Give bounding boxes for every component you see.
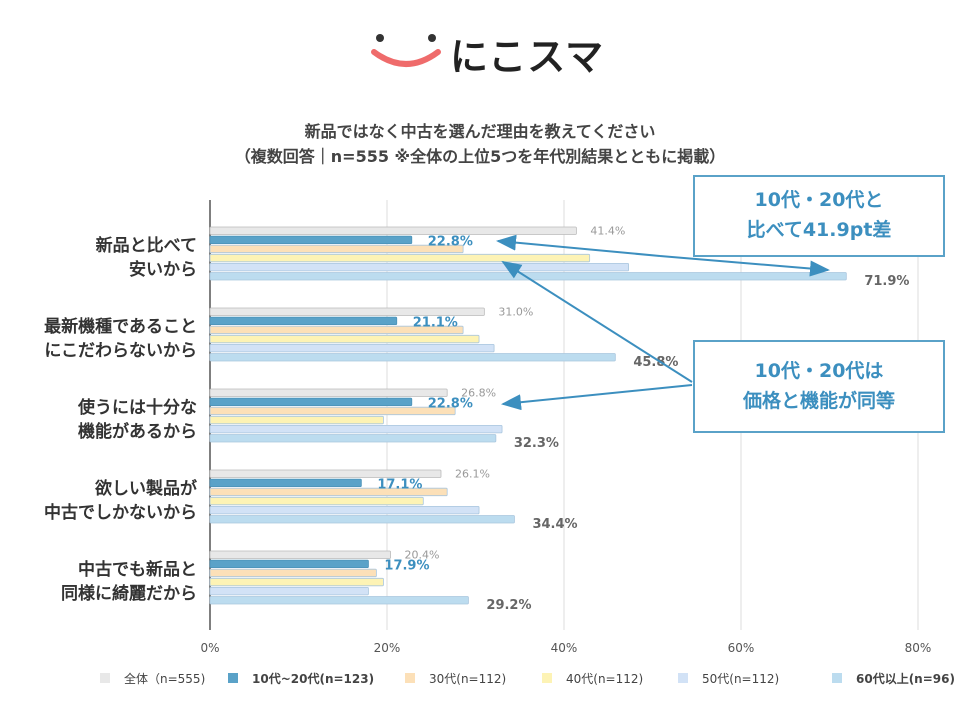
value-label: 22.8%: [428, 235, 473, 250]
value-label: 26.1%: [455, 468, 490, 481]
callout-equal-line1: 10代・20代は: [754, 360, 884, 382]
legend-item: 40代(n=112): [542, 668, 643, 688]
legend-item: 60代以上(n=96): [832, 668, 955, 688]
callout-gap-line1: 10代・20代と: [754, 189, 884, 211]
bar: [209, 596, 469, 605]
bar: [209, 415, 384, 425]
bar: [209, 515, 515, 524]
bar: [209, 235, 413, 245]
bar: [209, 325, 464, 335]
bar: [209, 505, 480, 515]
x-tick-label: 60%: [728, 641, 755, 655]
callout-gap-line2: 比べて41.9pt差: [746, 219, 892, 241]
legend-label: 30代(n=112): [429, 671, 507, 686]
bar: [209, 334, 480, 344]
legend-label: 40代(n=112): [566, 671, 644, 686]
logo-smile: [371, 49, 441, 67]
legend-swatch: [100, 673, 110, 683]
legend-label: 60代以上(n=96): [856, 671, 955, 686]
bar: [209, 343, 495, 353]
bar: [209, 406, 456, 416]
category-label: 安いから: [129, 259, 197, 280]
legend-swatch: [228, 673, 238, 683]
bar: [209, 316, 398, 326]
logo-text: にこスマ: [450, 35, 605, 79]
value-label: 21.1%: [413, 316, 458, 331]
bar: [209, 226, 577, 235]
value-label: 26.8%: [461, 387, 496, 400]
bar: [209, 587, 369, 596]
callout-gap: 10代・20代と 比べて41.9pt差: [693, 175, 945, 257]
value-label: 41.4%: [590, 225, 625, 238]
callout-arrow: [501, 384, 693, 411]
bar: [209, 353, 616, 362]
chart-title: 新品ではなく中古を選んだ理由を教えてください: [304, 122, 656, 141]
callout-arrow: [659, 255, 830, 277]
logo-eye-left: [376, 34, 384, 42]
legend-item: 30代(n=112): [405, 668, 506, 688]
x-tick-label: 80%: [905, 641, 932, 655]
category-label: 同様に綺麗だから: [61, 583, 197, 604]
bar: [209, 388, 448, 397]
x-tick-label: 40%: [551, 641, 578, 655]
bar: [209, 478, 362, 488]
logo-mark: [371, 34, 441, 67]
value-label: 17.1%: [377, 478, 422, 493]
callout-arrow: [501, 260, 693, 383]
bar: [209, 307, 485, 316]
legend-item: 全体（n=555): [100, 668, 205, 688]
legend-swatch: [678, 673, 688, 683]
legend-item: 50代(n=112): [678, 668, 779, 688]
legend-swatch: [542, 673, 552, 683]
value-label: 20.4%: [405, 549, 440, 562]
value-label: 31.0%: [498, 306, 533, 319]
bar: [209, 550, 391, 559]
category-label: 最新機種であること: [44, 316, 197, 337]
bar: [209, 496, 424, 506]
bar: [209, 397, 413, 407]
category-label: 使うには十分な: [77, 397, 197, 418]
legend: 全体（n=555) 10代~20代(n=123) 30代(n=112) 40代(n=1…: [100, 668, 955, 688]
value-label: 29.2%: [486, 598, 531, 613]
bar: [209, 568, 377, 578]
value-label: 71.9%: [864, 274, 909, 289]
callout-arrow: [496, 234, 661, 257]
value-label: 17.9%: [384, 559, 429, 574]
bar: [209, 253, 591, 263]
value-label: 32.3%: [514, 436, 559, 451]
category-label: 新品と比べて: [96, 235, 197, 256]
callout-equal: 10代・20代は 価格と機能が同等: [693, 340, 945, 433]
category-label: 欲しい製品が: [94, 478, 197, 499]
callout-equal-line2: 価格と機能が同等: [742, 390, 895, 412]
legend-item: 10代~20代(n=123): [228, 668, 374, 688]
bar: [209, 434, 497, 443]
legend-label: 全体（n=555): [124, 671, 206, 686]
legend-label: 10代~20代(n=123): [252, 671, 375, 686]
x-tick-label: 0%: [200, 641, 219, 655]
bar: [209, 559, 369, 568]
bar: [209, 577, 384, 587]
value-label: 45.8%: [633, 355, 678, 370]
legend-swatch: [405, 673, 415, 683]
logo-eye-right: [428, 34, 436, 42]
bar: [209, 487, 448, 497]
bar: [209, 272, 847, 281]
bar: [209, 262, 630, 272]
bar: [209, 424, 503, 434]
x-tick-label: 20%: [374, 641, 401, 655]
category-label: 中古でも新品と: [78, 559, 197, 580]
category-label: 中古でしかないから: [44, 502, 197, 523]
value-label: 34.4%: [532, 517, 577, 532]
chart-subtitle: （複数回答｜n=555 ※全体の上位5つを年代別結果とともに掲載）: [234, 147, 726, 166]
category-label: にこだわらないから: [44, 341, 197, 361]
legend-label: 50代(n=112): [702, 671, 780, 686]
value-label: 22.8%: [428, 397, 473, 412]
legend-swatch: [832, 673, 842, 683]
bar: [209, 244, 464, 254]
category-label: 機能があるから: [78, 421, 197, 442]
bar: [209, 469, 442, 478]
